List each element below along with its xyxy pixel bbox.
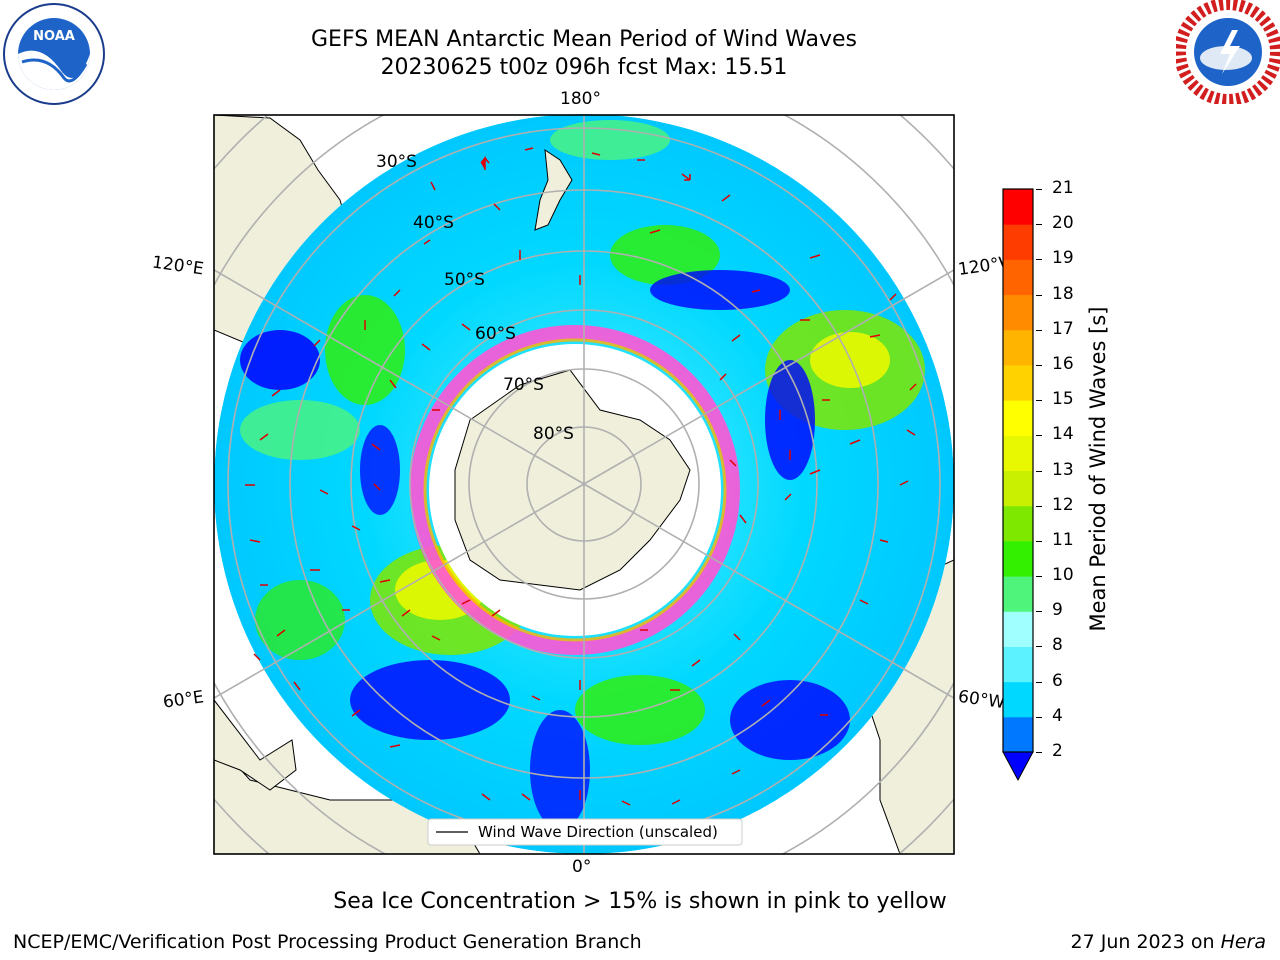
colorbar-tick-mark [1036,224,1042,226]
colorbar-tick-label: 14 [1052,424,1074,445]
colorbar-segment [1003,470,1033,507]
colorbar-tick-mark [1036,681,1042,683]
colorbar-tick-label: 8 [1052,635,1063,656]
footer-date: 27 Jun 2023 on [1070,931,1221,953]
colorbar-segment [1003,611,1033,647]
colorbar-segment [1003,259,1033,296]
colorbar-segment [1003,435,1033,471]
graticule [214,115,954,854]
colorbar-tick-mark [1036,470,1042,472]
colorbar-tick-label: 10 [1052,565,1074,586]
colorbar-segment [1003,189,1033,225]
footer-host: Hera [1220,931,1266,953]
lat-label-40s: 40°S [413,213,454,233]
colorbar-tick-mark [1036,716,1042,718]
colorbar-tick-mark [1036,646,1042,648]
colorbar-tick-mark [1036,435,1042,437]
sea-ice-note: Sea Ice Concentration > 15% is shown in … [333,889,947,914]
colorbar-tick-mark [1036,294,1042,296]
colorbar-tick-mark [1036,364,1042,366]
title-line-1: GEFS MEAN Antarctic Mean Period of Wind … [311,27,857,52]
legend-label: Wind Wave Direction (unscaled) [478,823,718,841]
lon-label-0: 0° [572,857,592,877]
colorbar-segment [1003,576,1033,612]
colorbar-tick-mark [1036,259,1042,261]
noaa-logo-text: NOAA [33,29,75,44]
colorbar-frame [1002,188,1034,753]
sea-ice-ring [410,325,740,655]
colorbar-tick-mark [1036,576,1042,578]
colorbar-segment [1003,505,1033,542]
colorbar-tick-mark [1036,189,1042,190]
colorbar-extend-arrow [1002,751,1034,782]
colorbar [1002,188,1034,782]
footer-right: 27 Jun 2023 on Hera [1071,931,1266,953]
lat-label-60s: 60°S [475,324,516,344]
colorbar-tick-label: 4 [1052,705,1063,726]
colorbar-tick-label: 20 [1052,213,1074,234]
lat-label-70s: 70°S [503,375,544,395]
colorbar-tick-label: 19 [1052,248,1074,269]
colorbar-segment [1003,716,1033,753]
colorbar-tick-label: 13 [1052,459,1074,480]
colorbar-segment [1003,364,1033,401]
colorbar-segment [1003,646,1033,683]
colorbar-segment [1003,329,1033,366]
colorbar-segment [1003,540,1033,577]
lon-label-180: 180° [560,89,601,109]
noaa-logo: NOAA [2,2,106,106]
colorbar-segment [1003,294,1033,331]
colorbar-label: Mean Period of Wind Waves [s] [1086,306,1110,632]
colorbar-tick-label: 15 [1052,389,1074,410]
colorbar-tick-label: 2 [1052,741,1063,761]
map-legend [427,818,743,846]
footer-left: NCEP/EMC/Verification Post Processing Pr… [13,931,642,953]
figure-title: GEFS MEAN Antarctic Mean Period of Wind … [0,26,1168,82]
colorbar-segment [1003,400,1033,436]
antarctica-landmass [454,369,691,591]
colorbar-segment [1003,681,1033,718]
colorbar-tick-label: 21 [1052,178,1074,198]
colorbar-tick-mark [1036,505,1042,507]
colorbar-tick-mark [1036,329,1042,331]
wind-direction-arrows [245,147,917,806]
new-zealand-landmass [534,148,573,231]
colorbar-segment [1003,224,1033,260]
colorbar-tick-label: 18 [1052,283,1074,304]
colorbar-tick-mark [1036,400,1042,402]
colorbar-tick-mark [1036,540,1042,542]
colorbar-tick-label: 11 [1052,529,1074,550]
map-frame [213,114,955,855]
nws-logo [1174,0,1280,106]
lat-label-50s: 50°S [444,270,485,290]
colorbar-tick-label: 6 [1052,670,1063,691]
colorbar-tick-label: 16 [1052,353,1074,374]
colorbar-tick-label: 12 [1052,494,1074,515]
title-line-2: 20230625 t00z 096h fcst Max: 15.51 [380,55,788,80]
lat-label-30s: 30°S [376,152,417,172]
colorbar-tick-mark [1036,752,1042,753]
colorbar-tick-label: 17 [1052,318,1074,339]
colorbar-tick-label: 9 [1052,600,1063,621]
colorbar-ticks: 2 4 6 8 9 10 11 12 13 14 15 16 17 18 19 20 21 [1036,0,1096,960]
colorbar-tick-mark [1036,611,1042,613]
lat-label-80s: 80°S [533,424,574,444]
